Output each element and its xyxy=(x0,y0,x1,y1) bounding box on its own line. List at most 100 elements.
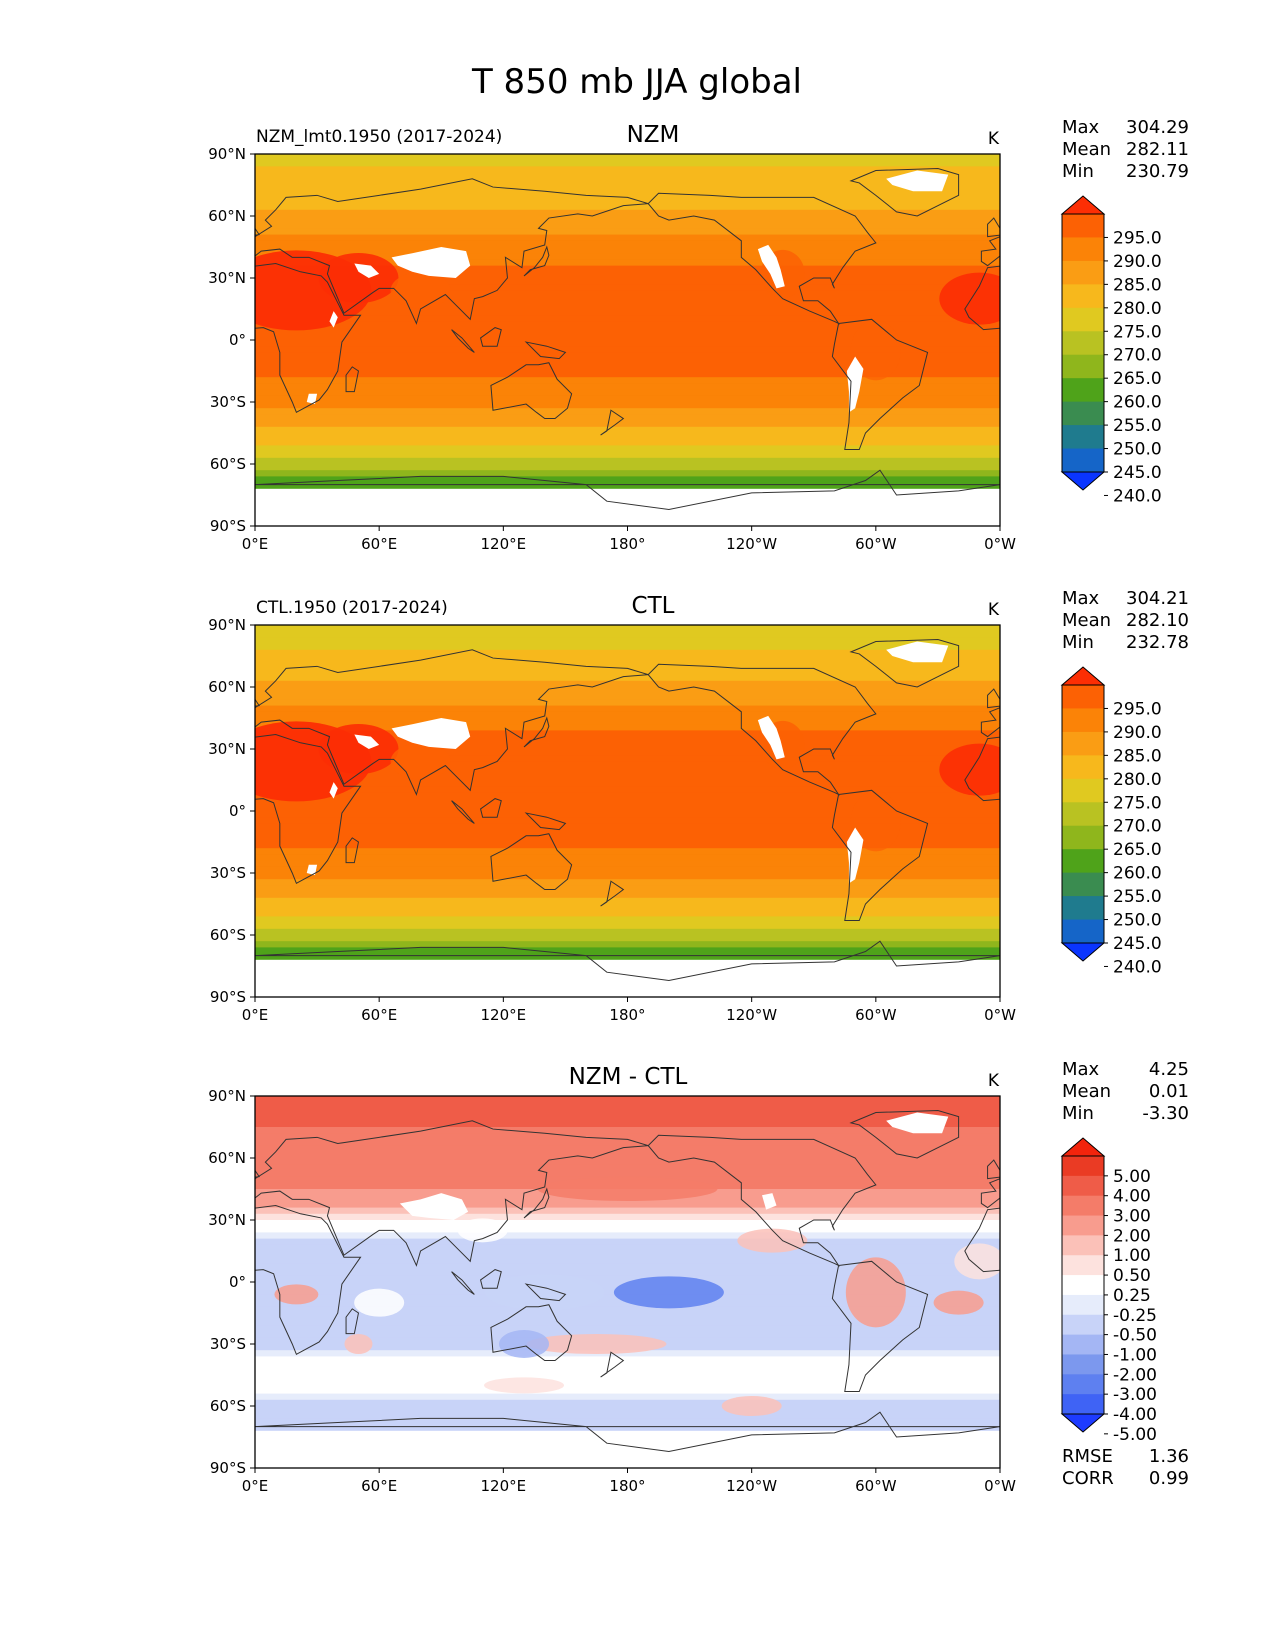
colorbar-segment xyxy=(1062,237,1104,262)
field-band xyxy=(255,761,1000,769)
colorbar-label: 245.0 xyxy=(1113,463,1162,483)
masked-greenland xyxy=(886,170,949,192)
field-band xyxy=(255,953,1000,961)
field-band xyxy=(255,823,1000,831)
field-band xyxy=(255,941,1000,948)
field-band xyxy=(255,1300,1000,1308)
colorbar-label: 275.0 xyxy=(1113,793,1162,813)
field-band xyxy=(255,947,1000,955)
masked-tibet xyxy=(391,718,471,749)
coastline-japan xyxy=(523,716,550,748)
colorbar: 295.0 290.0 285.0 280.0 275.0 270.0 265.0 260.0… xyxy=(1060,195,1162,506)
coastline-antarctic xyxy=(255,1411,1000,1452)
coastline-australia xyxy=(1236,834,1275,890)
corr-value: 0.99 xyxy=(1149,1468,1189,1489)
field-band xyxy=(255,271,1000,279)
field-band xyxy=(255,804,1000,812)
colorbar-label: -5.00 xyxy=(1113,1425,1157,1445)
field-band xyxy=(255,780,1000,787)
field-band xyxy=(255,247,1000,254)
colorbar-label: 1.00 xyxy=(1113,1246,1151,1266)
field-band xyxy=(255,358,1000,366)
corr-label: CORR xyxy=(1062,1468,1114,1489)
field-band xyxy=(255,1306,1000,1314)
coastline-madagascar xyxy=(345,1308,360,1335)
y-tick-label: 90°N xyxy=(208,616,246,634)
coastline-antarctic xyxy=(255,484,256,486)
colorbar-label: 3.00 xyxy=(1113,1207,1151,1227)
field-band xyxy=(255,1164,1000,1171)
field-band xyxy=(255,203,1000,211)
panel-1: 0°E 60°E 120°E 180° 120°W 60°W 0°W 90°N 60°N 30°N… xyxy=(87,117,1275,553)
field-band xyxy=(255,172,1000,180)
field-band xyxy=(255,402,1000,409)
colorbar-label: 260.0 xyxy=(1113,393,1162,413)
stat-label: Mean xyxy=(1062,610,1111,631)
field-band xyxy=(255,687,1000,694)
field-band xyxy=(255,1319,1000,1326)
colorbar-label: 295.0 xyxy=(1113,699,1162,719)
colorbar-min-extend xyxy=(1060,1413,1106,1433)
anomaly-patch xyxy=(354,1288,405,1317)
masked-rockies xyxy=(757,715,785,760)
field-band xyxy=(255,910,1000,917)
field-band xyxy=(255,451,1000,459)
coastline-japan xyxy=(523,1187,550,1219)
y-tick-label: 90°S xyxy=(210,1459,246,1477)
coastline-borneo xyxy=(480,798,502,818)
panels: 0°E 60°E 120°E 180° 120°W 60°W 0°W 90°N 60°N 30°N… xyxy=(87,117,1275,1495)
field-band xyxy=(255,1158,1000,1165)
coastline-samerica xyxy=(831,318,929,451)
field-band xyxy=(255,1325,1000,1333)
colorbar-segment xyxy=(1062,378,1104,403)
coastline-uk xyxy=(987,1159,1000,1180)
coastline-australia xyxy=(490,1304,573,1362)
field-band xyxy=(255,222,1000,229)
field-band xyxy=(255,1269,1000,1277)
colorbar-label: -1.00 xyxy=(1113,1345,1157,1365)
y-tick-label: 30°S xyxy=(210,864,246,882)
field-band xyxy=(255,625,1000,632)
colorbar-segment xyxy=(1062,1235,1104,1256)
x-tick-label: 120°W xyxy=(726,1006,777,1024)
colorbar-segment xyxy=(1062,896,1104,921)
field-band xyxy=(255,773,1000,781)
field-band xyxy=(255,327,1000,335)
coastline-greenland xyxy=(849,1109,960,1159)
colorbar-segment xyxy=(1062,284,1104,309)
coastline-newguinea xyxy=(1271,342,1275,359)
colorbar-label: -0.25 xyxy=(1113,1306,1157,1326)
colorbar-label: 240.0 xyxy=(1113,957,1162,977)
field-band xyxy=(255,736,1000,744)
plot-area xyxy=(87,154,1275,526)
field-band xyxy=(255,792,1000,800)
field-band xyxy=(255,1393,1000,1401)
y-tick-label: 60°N xyxy=(208,678,246,696)
field-band xyxy=(255,1151,1000,1159)
x-tick-label: 180° xyxy=(609,1006,645,1024)
anomaly-patch xyxy=(537,1177,718,1201)
panel-title: NZM xyxy=(627,122,680,148)
anomaly-patch xyxy=(457,1218,508,1243)
field-band xyxy=(255,1170,1000,1178)
field-band xyxy=(255,718,1000,725)
coastline-africa xyxy=(255,734,362,885)
y-tick-label: 60°S xyxy=(210,1397,246,1415)
stat-value: 282.10 xyxy=(1126,610,1189,631)
colorbar-label: 2.00 xyxy=(1113,1226,1151,1246)
field-band xyxy=(255,1275,1000,1283)
india-warm-region xyxy=(390,272,451,309)
y-tick-label: 30°S xyxy=(210,393,246,411)
field-band xyxy=(255,346,1000,353)
colorbar-segment xyxy=(1062,214,1104,238)
field-band xyxy=(255,866,1000,874)
field-band xyxy=(255,1418,1000,1426)
field-band xyxy=(255,426,1000,434)
amazon-warm-region xyxy=(850,320,901,381)
coastline-samerica xyxy=(87,319,182,449)
colorbar-label: 275.0 xyxy=(1113,322,1162,342)
colorbar-segment xyxy=(1062,685,1104,709)
field-band xyxy=(255,1108,1000,1116)
coastline-antarctic xyxy=(255,1426,256,1428)
panel-2: 0°E 60°E 120°E 180° 120°W 60°W 0°W 90°N 60°N 30°N… xyxy=(208,588,1275,1024)
